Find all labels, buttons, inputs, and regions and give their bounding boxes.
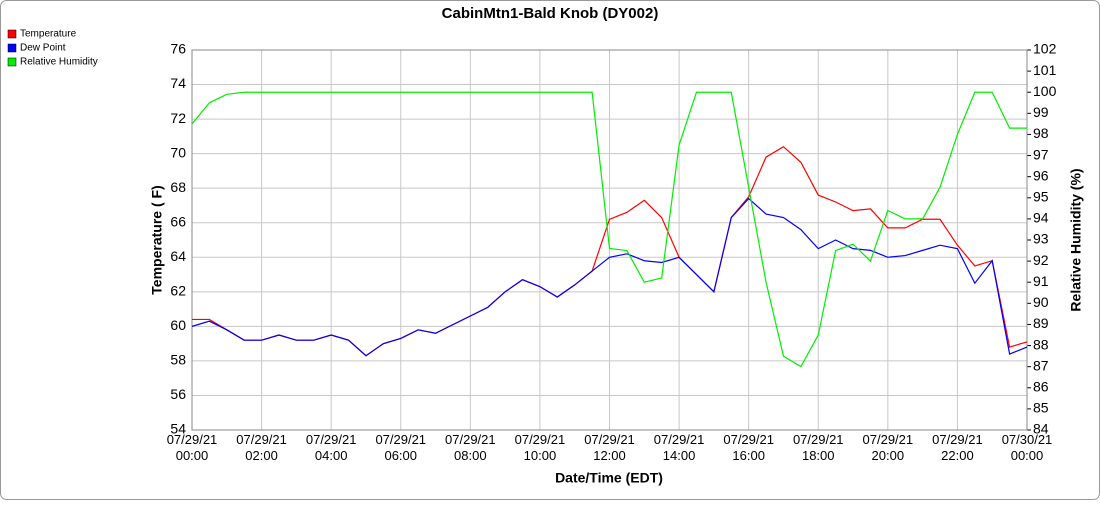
- y2-tick-label: 101: [1033, 62, 1057, 78]
- y2-tick-label: 102: [1033, 41, 1057, 57]
- y-tick-label: 60: [170, 317, 186, 333]
- y-axis-label: Temperature ( F): [149, 185, 165, 294]
- x-tick-label: 07/29/21 08:00: [445, 432, 496, 463]
- y2-tick-label: 99: [1033, 104, 1049, 120]
- x-tick-label: 07/29/21 22:00: [932, 432, 983, 463]
- x-tick-label: 07/29/21 00:00: [167, 432, 218, 463]
- x-tick-label-line: 22:00: [941, 448, 974, 463]
- y-tick-label: 54: [170, 421, 186, 437]
- y2-tick-label: 96: [1033, 167, 1049, 183]
- y2-tick-label: 92: [1033, 252, 1049, 268]
- x-tick-label-line: 00:00: [176, 448, 209, 463]
- legend-swatch: [7, 29, 17, 39]
- x-tick-label-line: 20:00: [872, 448, 905, 463]
- y-tick-label: 66: [170, 213, 186, 229]
- y2-tick-label: 85: [1033, 400, 1049, 416]
- x-tick-label-line: 07/29/21: [515, 432, 566, 447]
- legend-swatch: [7, 57, 17, 67]
- chart-title: CabinMtn1-Bald Knob (DY002): [442, 5, 659, 22]
- x-tick-label-line: 07/29/21: [306, 432, 357, 447]
- x-tick-label: 07/29/21 02:00: [236, 432, 287, 463]
- y-tick-label: 76: [170, 41, 186, 57]
- x-tick-label: 07/29/21 20:00: [863, 432, 914, 463]
- y-tick-label: 64: [170, 248, 186, 264]
- y-tick-label: 62: [170, 283, 186, 299]
- x-tick-label-line: 00:00: [1011, 448, 1044, 463]
- x-tick-label-line: 07/29/21: [445, 432, 496, 447]
- y-tick-label: 58: [170, 352, 186, 368]
- legend-label: Relative Humidity: [20, 57, 98, 68]
- x-tick-label: 07/29/21 10:00: [515, 432, 566, 463]
- x-tick-label-line: 07/29/21: [793, 432, 844, 447]
- y-tick-label: 68: [170, 179, 186, 195]
- y2-tick-label: 84: [1033, 421, 1049, 437]
- x-tick-label: 07/29/21 12:00: [584, 432, 635, 463]
- y2-tick-label: 98: [1033, 125, 1049, 141]
- series-line: [191, 197, 1028, 357]
- x-tick-label-line: 07/29/21: [863, 432, 914, 447]
- legend-label: Dew Point: [20, 43, 66, 54]
- legend-swatch: [7, 43, 17, 53]
- y2-tick-label: 86: [1033, 378, 1049, 394]
- x-tick-label-line: 07/30/21: [1002, 432, 1053, 447]
- x-tick-label-line: 07/29/21: [584, 432, 635, 447]
- y-tick-label: 72: [170, 110, 186, 126]
- y2-tick-label: 95: [1033, 188, 1049, 204]
- y2-tick-label: 88: [1033, 336, 1049, 352]
- x-tick-label-line: 14:00: [663, 448, 696, 463]
- y-tick-label: 70: [170, 144, 186, 160]
- legend-label: Temperature: [20, 29, 77, 40]
- x-tick-label-line: 10:00: [524, 448, 557, 463]
- x-tick-label-line: 07/29/21: [236, 432, 287, 447]
- x-tick-label: 07/29/21 14:00: [654, 432, 705, 463]
- series-line: [191, 91, 1027, 368]
- y2-tick-label: 89: [1033, 315, 1049, 331]
- x-tick-label-line: 07/29/21: [932, 432, 983, 447]
- x-tick-label-line: 07/29/21: [167, 432, 218, 447]
- y2-tick-label: 97: [1033, 146, 1049, 162]
- y-tick-label: 74: [170, 75, 186, 91]
- y2-tick-label: 94: [1033, 210, 1049, 226]
- x-tick-label: 07/29/21 06:00: [375, 432, 426, 463]
- plot-border: [191, 49, 1028, 431]
- x-tick-label-line: 02:00: [245, 448, 278, 463]
- y2-tick-label: 91: [1033, 273, 1049, 289]
- x-tick-label: 07/29/21 18:00: [793, 432, 844, 463]
- x-tick-label-line: 07/29/21: [723, 432, 774, 447]
- x-tick-label-line: 16:00: [732, 448, 765, 463]
- y-tick-label: 56: [170, 386, 186, 402]
- y2-tick-label: 93: [1033, 231, 1049, 247]
- y2-tick-label: 90: [1033, 294, 1049, 310]
- x-tick-label-line: 07/29/21: [375, 432, 426, 447]
- x-tick-label-line: 06:00: [384, 448, 417, 463]
- x-tick-label-line: 04:00: [315, 448, 348, 463]
- y2-tick-label: 87: [1033, 357, 1049, 373]
- y2-axis-label: Relative Humidity (%): [1068, 168, 1084, 311]
- x-tick-label-line: 18:00: [802, 448, 835, 463]
- y2-tick-label: 100: [1033, 83, 1057, 99]
- x-axis-label: Date/Time (EDT): [555, 470, 663, 486]
- x-tick-label: 07/30/21 00:00: [1002, 432, 1053, 463]
- x-tick-label: 07/29/21 16:00: [723, 432, 774, 463]
- x-tick-label-line: 08:00: [454, 448, 487, 463]
- x-tick-label-line: 07/29/21: [654, 432, 705, 447]
- x-tick-label: 07/29/21 04:00: [306, 432, 357, 463]
- x-tick-label-line: 12:00: [593, 448, 626, 463]
